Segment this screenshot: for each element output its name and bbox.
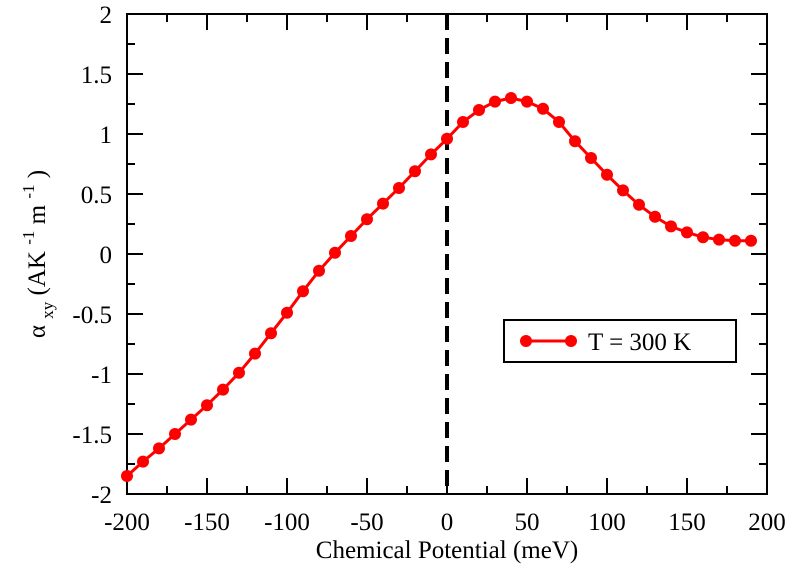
x-tick-label: -150 [184, 509, 230, 536]
data-point [473, 104, 485, 116]
data-point [665, 220, 677, 233]
data-point [249, 347, 261, 360]
data-point [361, 213, 373, 226]
x-tick-label: 0 [441, 509, 454, 536]
y-axis-unit-close: ) [24, 170, 51, 178]
data-point [233, 366, 245, 379]
y-axis-unit-sup2: -1 [19, 184, 38, 198]
data-point [521, 95, 533, 108]
data-point [713, 233, 725, 246]
data-point [377, 197, 389, 210]
data-point [121, 470, 133, 482]
y-axis-unit-open: (AK [24, 251, 51, 295]
x-tick-label: -100 [264, 509, 310, 536]
legend-marker-left [520, 335, 532, 347]
data-point [297, 285, 309, 298]
y-axis-unit-sup1: -1 [19, 231, 38, 245]
data-point [441, 132, 453, 145]
data-point [489, 95, 501, 108]
y-tick-label: 1.5 [81, 62, 112, 89]
data-point [217, 383, 229, 396]
data-point [649, 210, 661, 223]
x-tick-label: -200 [104, 509, 150, 536]
data-point [585, 152, 597, 164]
y-axis-alpha: α [24, 325, 51, 338]
data-point [569, 135, 581, 148]
x-tick-label: 150 [668, 509, 706, 536]
data-point [617, 184, 629, 197]
data-point [633, 198, 645, 211]
data-point [681, 226, 693, 239]
data-point [601, 168, 613, 181]
data-point [745, 234, 757, 247]
data-point [537, 102, 549, 115]
series-line-t300 [125, 96, 751, 478]
x-tick-label: 100 [588, 509, 626, 536]
x-tick-label: -50 [350, 509, 383, 536]
y-tick-label: -1.5 [72, 422, 112, 449]
data-point [345, 230, 357, 242]
data-point [281, 306, 293, 319]
data-point [553, 116, 565, 128]
x-axis-title: Chemical Potential (meV) [316, 537, 578, 564]
legend-marker-right [565, 335, 577, 347]
data-point [729, 234, 741, 247]
y-tick-label: 1 [100, 122, 113, 149]
y-tick-label: 0 [100, 242, 113, 269]
data-point [393, 182, 405, 194]
data-point [457, 116, 469, 128]
data-point [505, 92, 517, 104]
data-point [153, 442, 165, 455]
data-point [697, 231, 709, 244]
y-tick-label: 2 [100, 2, 113, 29]
data-point [265, 327, 277, 340]
series-points [121, 92, 757, 482]
data-point [329, 246, 341, 259]
legend-label: T = 300 K [588, 329, 691, 356]
y-axis-alpha-sub: xy [38, 301, 57, 319]
y-tick-label: -2 [91, 482, 112, 509]
data-point [169, 428, 181, 440]
data-point [185, 413, 197, 426]
data-point [137, 455, 149, 468]
x-tick-label: 200 [748, 509, 786, 536]
legend: T = 300 K [503, 319, 737, 363]
x-tick-label: 50 [515, 509, 540, 536]
y-tick-label: -1 [91, 362, 112, 389]
data-point [425, 148, 437, 161]
y-tick-label: -0.5 [72, 302, 112, 329]
data-point [201, 399, 213, 412]
tick-labels: -200 -150 -100 -50 0 50 100 150 200 2 1.5 1 0.5 0 -0.5… [72, 2, 785, 536]
y-axis-title: α xy (AK -1 m -1 ) [13, 170, 59, 338]
data-point [313, 264, 325, 277]
data-point [409, 165, 421, 178]
y-axis-unit-mid: m [24, 204, 51, 224]
y-tick-label: 0.5 [81, 182, 112, 209]
